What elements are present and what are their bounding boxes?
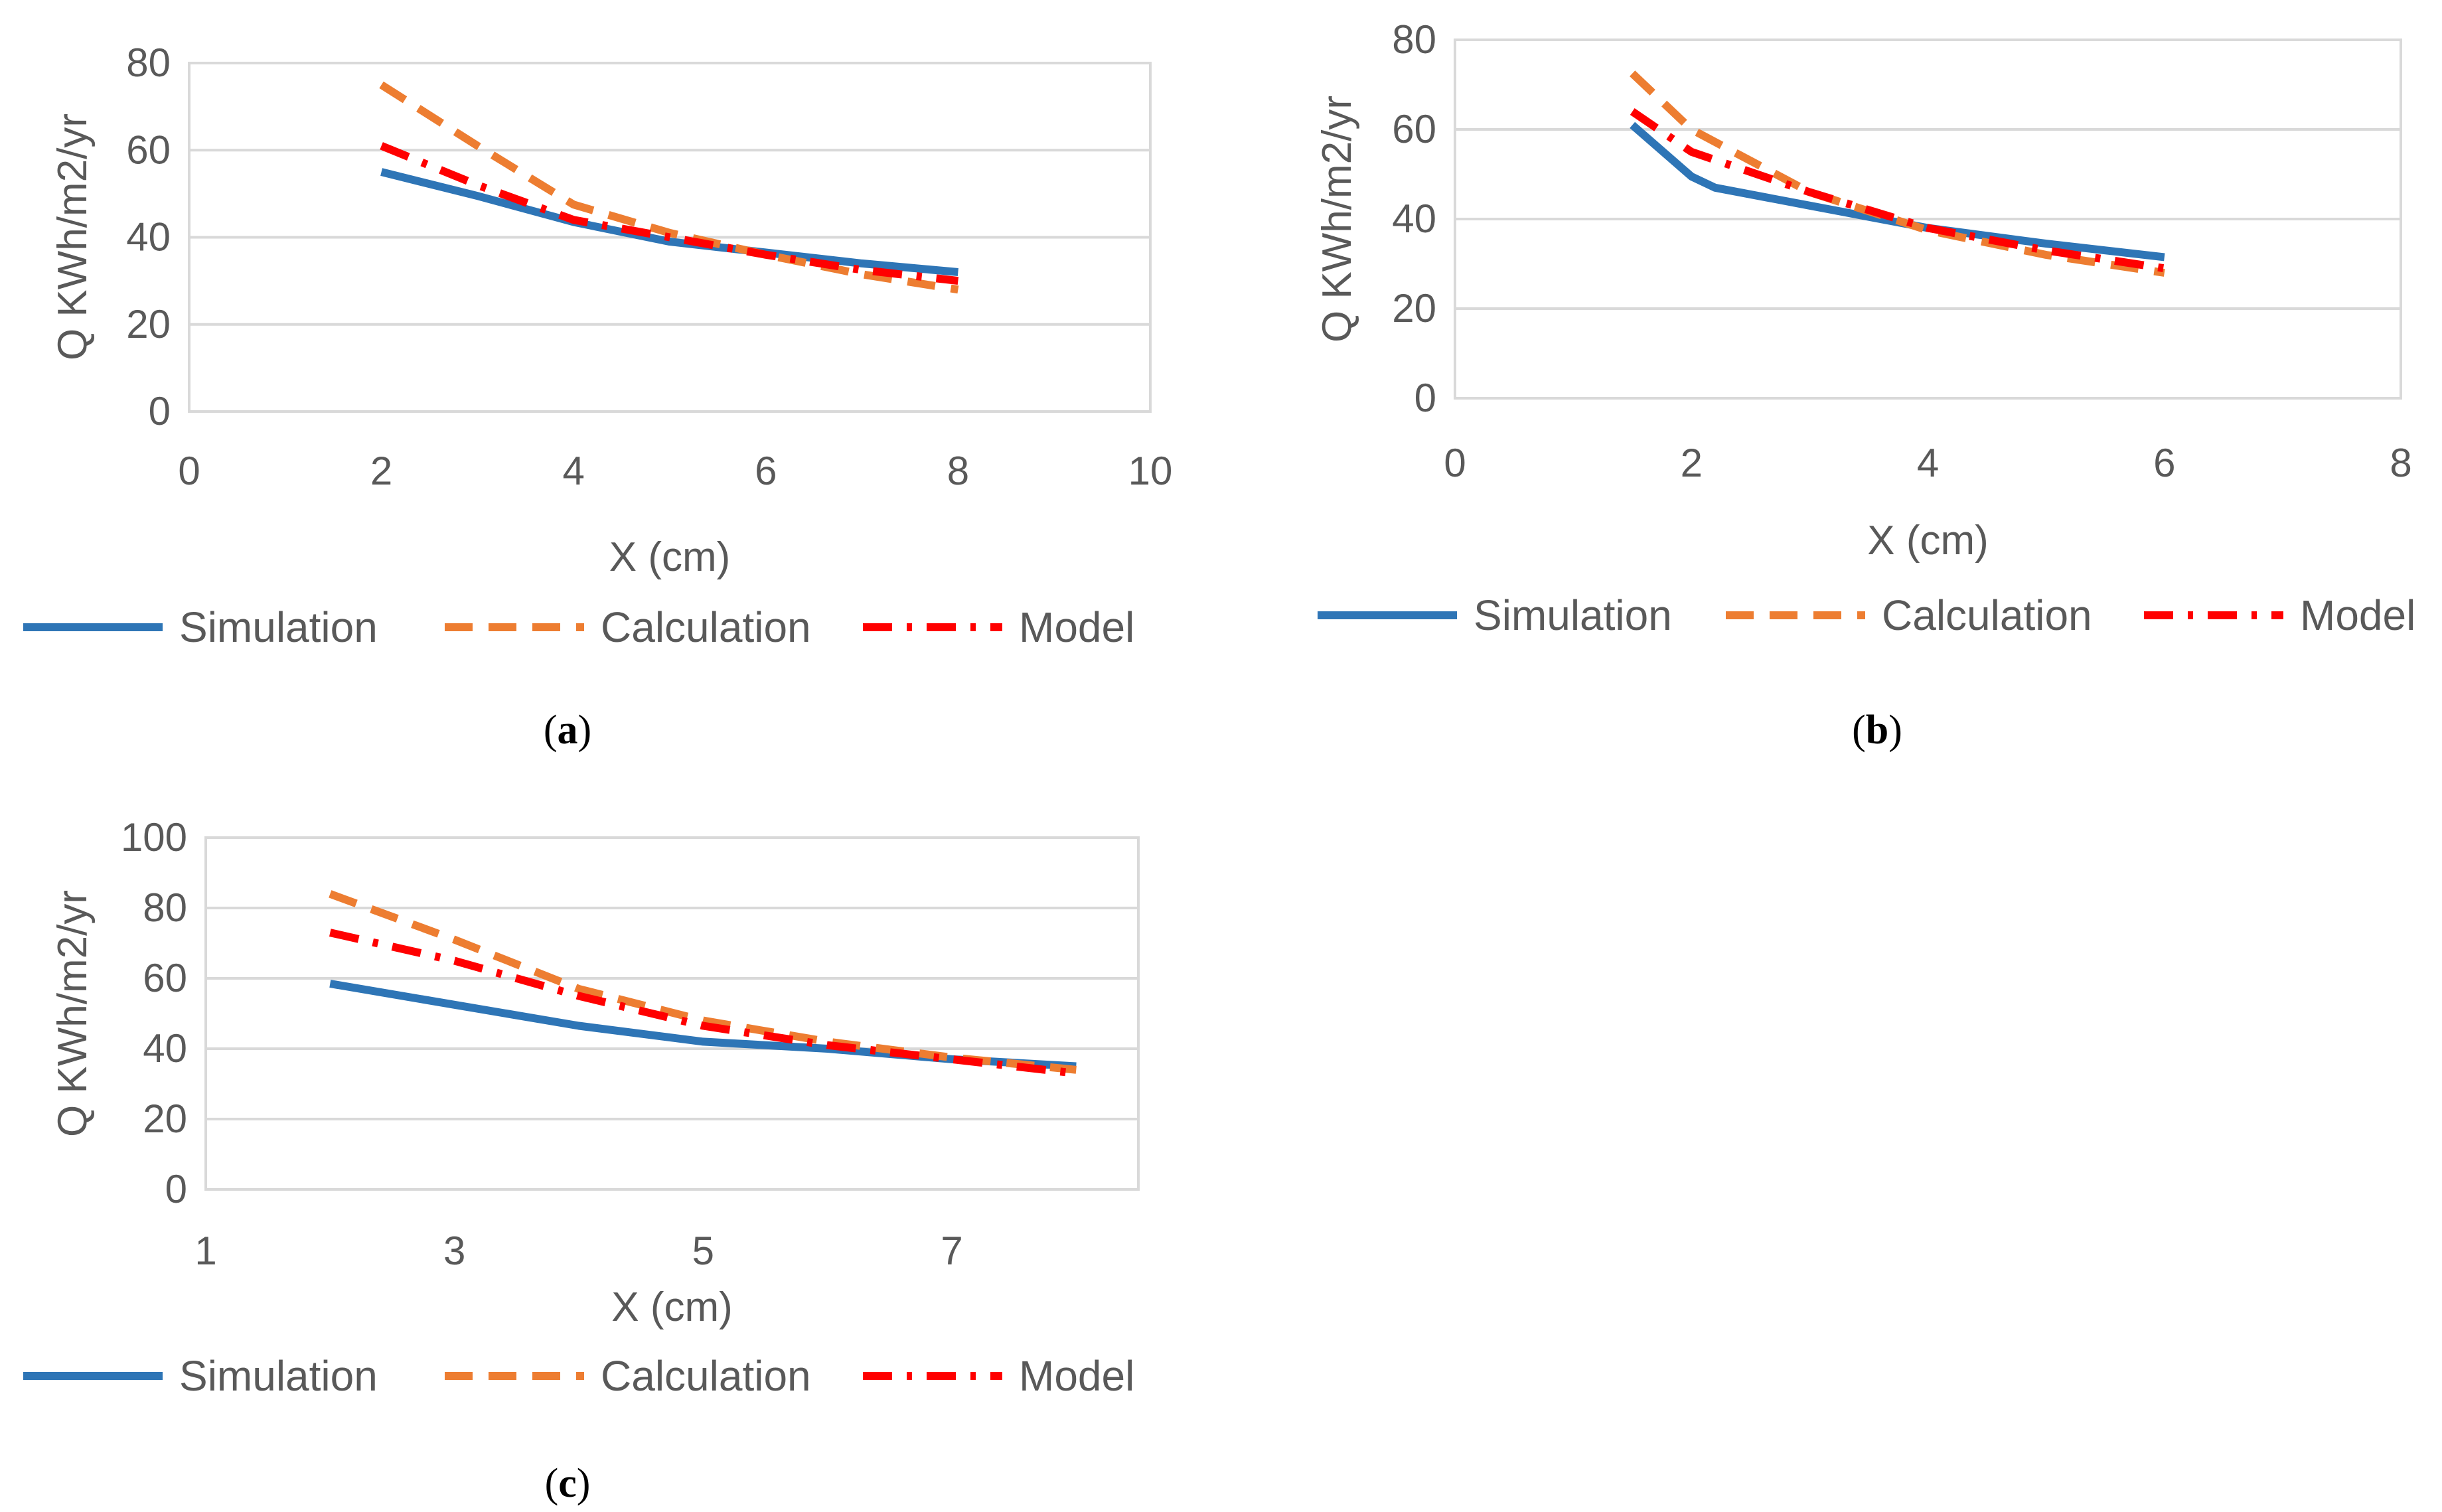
x-tick-label: 8 [947,449,969,493]
x-tick-label: 6 [2153,441,2175,485]
series-line-calculation [379,81,959,294]
y-tick-label: 60 [143,956,187,1000]
x-tick-label: 6 [755,449,777,493]
legend-label-model: Model [2300,591,2415,639]
y-tick-label: 80 [143,885,187,930]
y-tick-label: 80 [126,40,171,85]
x-tick-label: 3 [443,1229,465,1273]
series-line-model [1630,108,2165,273]
x-axis-title: X (cm) [611,1284,733,1330]
x-tick-label: 0 [1444,441,1466,485]
y-axis-title: Q KWh/m2/yr [1314,96,1360,342]
x-tick-label: 4 [1917,441,1939,485]
y-tick-label: 60 [126,127,171,172]
y-tick-label: 40 [1392,196,1436,241]
series-line-model [329,929,1077,1078]
y-tick-label: 40 [143,1026,187,1071]
series-line-calculation [329,890,1077,1074]
series-line-model [380,142,959,285]
series-line-simulation [1630,121,2165,262]
chart-panel-b: 0 20 40 60 80 0 2 4 6 8 X (cm) Q KWh/m2/yr Simulatio… [1314,17,2415,753]
x-tick-label: 7 [941,1229,962,1273]
y-tick-label: 0 [1414,376,1436,420]
panel-caption: (a) [544,708,591,753]
chart-panel-a: 0 20 40 60 80 0 2 4 6 8 10 X (cm) Q KWh/m2/yr Simulat… [23,40,1172,753]
series-line-simulation [329,980,1077,1071]
panel-caption: (c) [545,1461,591,1506]
y-tick-label: 100 [121,815,187,860]
legend-label-model: Model [1019,1352,1134,1400]
y-tick-label: 60 [1392,107,1436,151]
chart-panel-c: 0 20 40 60 80 100 1 3 5 7 X (cm) Q KWh/m2/yr Simulat… [23,815,1140,1506]
y-axis-title: Q KWh/m2/yr [50,890,96,1137]
legend-label-model: Model [1019,603,1134,651]
legend-label-simulation: Simulation [179,1352,378,1400]
series-line-calculation [1630,70,2165,277]
y-axis-title: Q KWh/m2/yr [50,113,96,360]
legend-label-simulation: Simulation [179,603,378,651]
y-tick-label: 40 [126,215,171,260]
legend: Simulation Calculation Model [1318,591,2415,639]
x-tick-label: 10 [1128,449,1173,493]
legend: Simulation Calculation Model [23,1352,1134,1400]
series-line-simulation [380,168,958,276]
x-tick-label: 2 [1681,441,1703,485]
legend-label-calculation: Calculation [1882,591,2092,639]
y-tick-label: 20 [143,1096,187,1141]
x-axis-title: X (cm) [609,534,731,580]
x-tick-label: 0 [178,449,200,493]
y-tick-label: 20 [1392,286,1436,331]
legend: Simulation Calculation Model [23,603,1134,651]
y-tick-label: 0 [149,389,171,433]
panel-caption: (b) [1852,708,1902,753]
legend-label-calculation: Calculation [601,1352,811,1400]
x-tick-label: 2 [370,449,392,493]
x-tick-label: 5 [692,1229,714,1273]
x-tick-label: 4 [563,449,585,493]
legend-label-calculation: Calculation [601,603,811,651]
y-tick-label: 0 [165,1167,187,1211]
legend-label-simulation: Simulation [1474,591,1672,639]
y-tick-label: 20 [126,302,171,346]
x-tick-label: 1 [194,1229,216,1273]
x-tick-label: 8 [2390,441,2411,485]
y-tick-label: 80 [1392,17,1436,62]
x-axis-title: X (cm) [1867,518,1989,564]
